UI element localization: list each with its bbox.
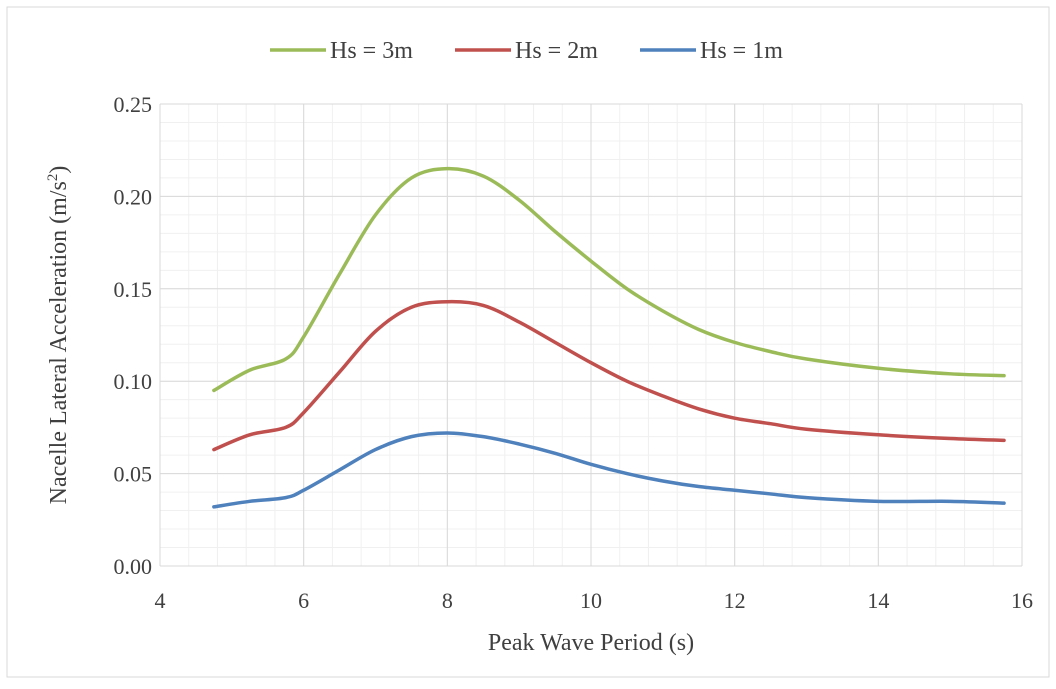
x-tick-label: 6 (298, 588, 309, 613)
y-tick-label: 0.00 (114, 554, 153, 579)
legend: Hs = 3m Hs = 2m Hs = 1m (270, 38, 783, 64)
y-tick-label: 0.15 (114, 277, 153, 302)
chart-area-border (6, 6, 1050, 678)
y-axis-ticks: 0.00 0.05 0.10 0.15 0.20 0.25 (114, 92, 153, 579)
legend-label-2: Hs = 2m (515, 38, 598, 64)
series-line-2 (212, 299, 1006, 452)
y-tick-label: 0.20 (114, 184, 153, 209)
y-tick-label: 0.25 (114, 92, 153, 117)
series-line-3 (212, 431, 1006, 509)
legend-label-3: Hs = 1m (700, 38, 783, 64)
x-axis-title: Peak Wave Period (s) (488, 630, 694, 656)
x-tick-label: 8 (442, 588, 453, 613)
y-tick-label: 0.10 (114, 369, 153, 394)
series-line-1 (212, 166, 1006, 393)
series-layer (212, 166, 1006, 509)
legend-label-1: Hs = 3m (330, 38, 413, 64)
x-tick-label: 16 (1011, 588, 1033, 613)
x-tick-label: 4 (155, 588, 166, 613)
x-axis-ticks: 4 6 8 10 12 14 16 (155, 588, 1034, 613)
x-tick-label: 10 (580, 588, 602, 613)
y-tick-label: 0.05 (114, 462, 153, 487)
x-tick-label: 14 (867, 588, 889, 613)
x-tick-label: 12 (724, 588, 746, 613)
y-axis-title: Nacelle Lateral Acceleration (m/s2) (45, 166, 72, 505)
